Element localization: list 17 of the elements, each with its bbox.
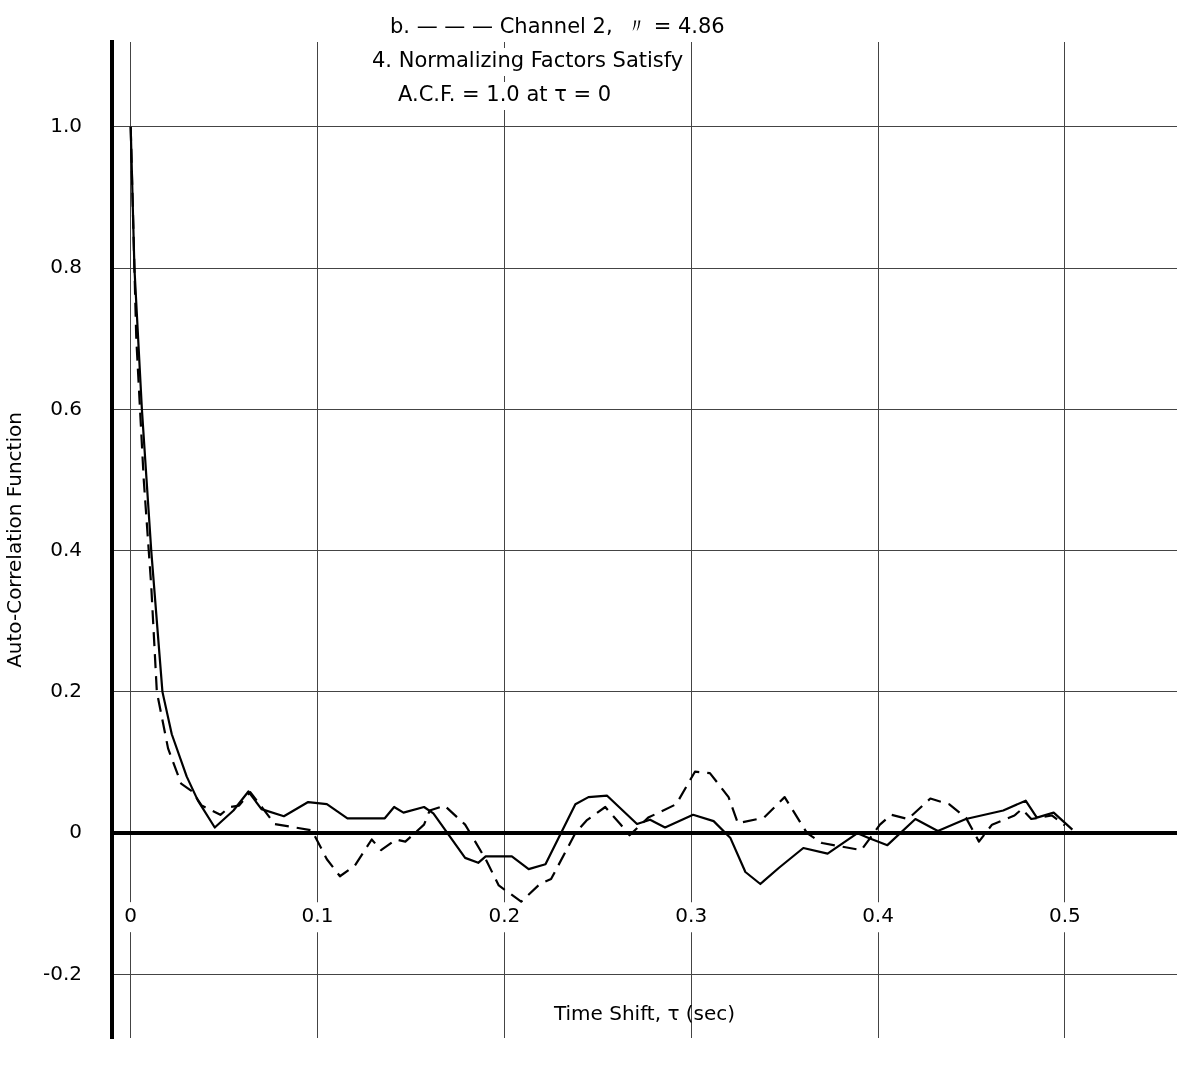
annotation: 4. Normalizing Factors Satisfy bbox=[372, 48, 684, 73]
y-tick-label: 0.4 bbox=[50, 536, 82, 561]
y-tick-label: 0 bbox=[69, 819, 82, 844]
y-axis-title: Auto-Correlation Function bbox=[2, 412, 27, 668]
x-tick-label: 0.1 bbox=[301, 903, 334, 928]
x-tick-label: 0.3 bbox=[675, 903, 708, 928]
y-tick-label: 0.8 bbox=[50, 254, 82, 279]
x-tick-label: 0.2 bbox=[488, 903, 521, 928]
y-tick-label: -0.2 bbox=[42, 960, 82, 985]
y-tick-label: 0.6 bbox=[50, 395, 82, 420]
annotation: A.C.F. = 1.0 at τ = 0 bbox=[398, 82, 612, 107]
x-tick-label: 0.4 bbox=[862, 903, 894, 928]
x-tick-label: 0.5 bbox=[1048, 903, 1081, 928]
text: b. — — — Channel 2, 〃 = 4.86 bbox=[390, 14, 725, 39]
x-tick-label: 0 bbox=[124, 903, 138, 928]
y-tick-label: 0.2 bbox=[50, 678, 82, 703]
y-tick-label: 1.0 bbox=[50, 112, 82, 137]
